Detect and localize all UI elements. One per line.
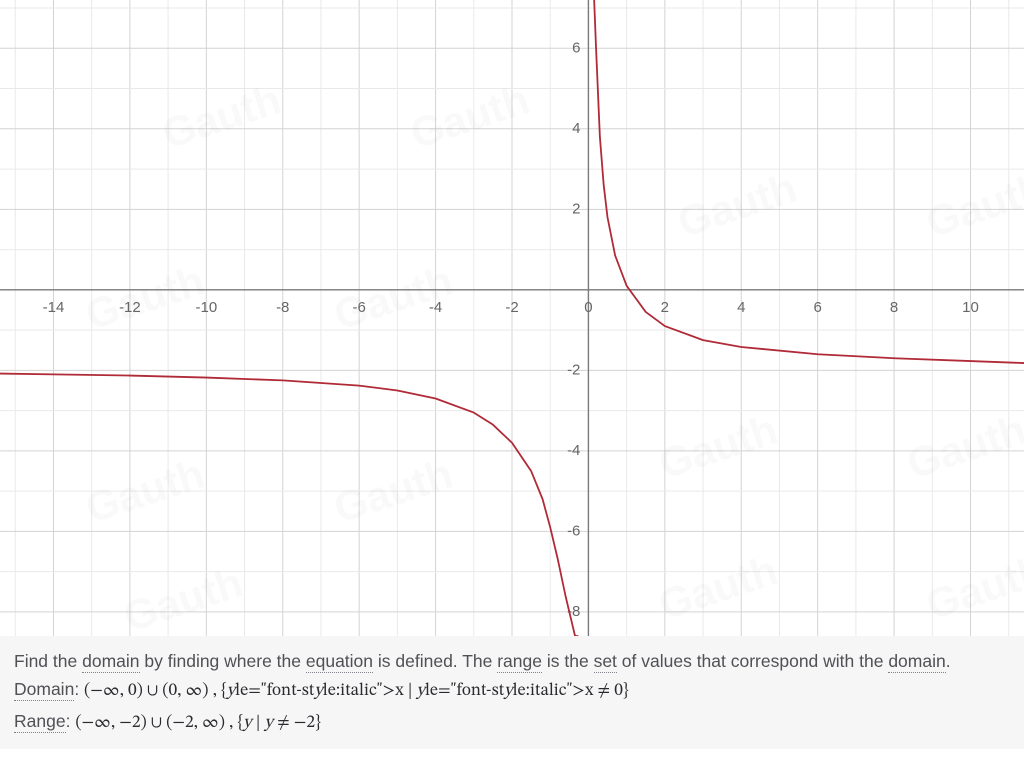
- svg-text:6: 6: [813, 299, 821, 316]
- range-line: Range: (−∞, −2) ∪ (−2, ∞) , {y | y ≠ −2}: [14, 708, 1010, 737]
- domain-label: Domain: [14, 679, 74, 701]
- svg-text:4: 4: [737, 299, 745, 316]
- domain-math: (−∞, 0) ∪ (0, ∞) , {yle="font-style:ital…: [84, 683, 629, 700]
- range-math: (−∞, −2) ∪ (−2, ∞) , {y | y ≠ −2}: [75, 715, 320, 732]
- svg-text:2: 2: [572, 200, 580, 217]
- explanation-sentence: Find the domain by finding where the equ…: [14, 648, 1010, 674]
- explanation-panel: Find the domain by finding where the equ…: [0, 636, 1024, 749]
- svg-text:-4: -4: [567, 442, 580, 459]
- svg-text:10: 10: [962, 299, 979, 316]
- domain-line: Domain: (−∞, 0) ∪ (0, ∞) , {yle="font-st…: [14, 676, 1010, 705]
- svg-text:0: 0: [584, 299, 592, 316]
- svg-text:-2: -2: [505, 299, 518, 316]
- svg-text:-6: -6: [567, 522, 580, 539]
- svg-text:-8: -8: [276, 299, 289, 316]
- svg-text:-14: -14: [43, 299, 65, 316]
- svg-text:8: 8: [890, 299, 898, 316]
- range-label: Range: [14, 711, 66, 733]
- svg-text:-2: -2: [567, 361, 580, 378]
- function-chart: -14-12-10-8-6-4-20246810-8-6-4-2246Gauth…: [0, 0, 1024, 636]
- chart-container: -14-12-10-8-6-4-20246810-8-6-4-2246Gauth…: [0, 0, 1024, 636]
- svg-text:2: 2: [661, 299, 669, 316]
- svg-text:6: 6: [572, 39, 580, 56]
- svg-text:4: 4: [572, 120, 580, 137]
